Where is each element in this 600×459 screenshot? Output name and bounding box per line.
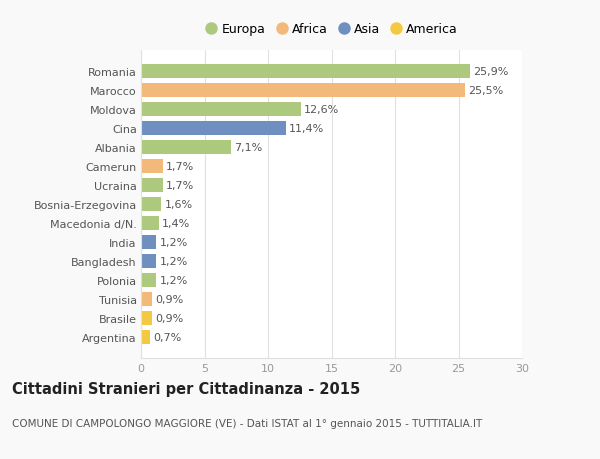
Text: 1,4%: 1,4% xyxy=(162,218,190,228)
Text: 11,4%: 11,4% xyxy=(289,123,324,134)
Bar xyxy=(141,159,163,174)
Bar xyxy=(141,64,470,78)
Text: COMUNE DI CAMPOLONGO MAGGIORE (VE) - Dati ISTAT al 1° gennaio 2015 - TUTTITALIA.: COMUNE DI CAMPOLONGO MAGGIORE (VE) - Dat… xyxy=(12,418,482,428)
Text: 1,2%: 1,2% xyxy=(160,275,188,285)
Bar xyxy=(141,197,161,211)
Bar xyxy=(141,311,152,325)
Text: 7,1%: 7,1% xyxy=(235,142,263,152)
Bar xyxy=(141,84,465,98)
Text: 1,2%: 1,2% xyxy=(160,256,188,266)
Text: Cittadini Stranieri per Cittadinanza - 2015: Cittadini Stranieri per Cittadinanza - 2… xyxy=(12,381,360,396)
Text: 25,5%: 25,5% xyxy=(468,85,503,95)
Bar xyxy=(141,235,156,249)
Bar xyxy=(141,102,301,117)
Bar xyxy=(141,292,152,306)
Legend: Europa, Africa, Asia, America: Europa, Africa, Asia, America xyxy=(205,23,458,36)
Bar xyxy=(141,216,159,230)
Text: 0,9%: 0,9% xyxy=(155,313,184,323)
Text: 25,9%: 25,9% xyxy=(473,67,508,77)
Bar xyxy=(141,140,231,155)
Text: 1,7%: 1,7% xyxy=(166,180,194,190)
Text: 1,7%: 1,7% xyxy=(166,162,194,171)
Bar xyxy=(141,273,156,287)
Bar xyxy=(141,121,286,135)
Bar xyxy=(141,254,156,268)
Text: 1,6%: 1,6% xyxy=(164,199,193,209)
Text: 0,7%: 0,7% xyxy=(153,332,181,342)
Text: 1,2%: 1,2% xyxy=(160,237,188,247)
Text: 0,9%: 0,9% xyxy=(155,294,184,304)
Text: 12,6%: 12,6% xyxy=(304,105,340,114)
Bar xyxy=(141,330,150,344)
Bar xyxy=(141,178,163,192)
